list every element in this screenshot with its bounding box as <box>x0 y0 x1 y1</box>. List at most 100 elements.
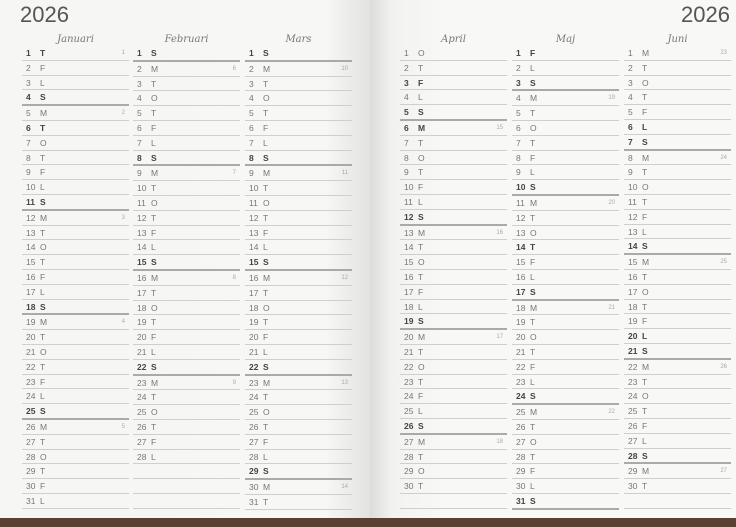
day-row[interactable]: 22 M 26 <box>624 360 731 375</box>
day-row[interactable]: 11 T <box>624 195 731 210</box>
day-row[interactable]: 20 F <box>245 330 352 345</box>
day-row[interactable]: 29 T <box>22 464 129 480</box>
day-row[interactable]: 9 M 11 <box>245 166 352 182</box>
day-row[interactable]: 15 M 25 <box>624 255 731 270</box>
day-row[interactable]: 11 O <box>245 196 352 211</box>
day-row[interactable]: 17 O <box>624 285 731 300</box>
day-row[interactable]: 10 S <box>512 180 619 196</box>
day-row[interactable]: 19 M 4 <box>22 315 129 331</box>
day-row[interactable]: 27 T <box>22 435 129 450</box>
day-row[interactable]: 21 O <box>22 345 129 360</box>
day-row[interactable]: 13 F <box>245 226 352 241</box>
day-row[interactable]: 28 O <box>22 450 129 465</box>
day-row[interactable]: 15 S <box>133 255 240 271</box>
day-row[interactable]: 16 F <box>22 270 129 285</box>
day-row[interactable]: 24 S <box>512 389 619 406</box>
day-row[interactable]: 12 T <box>133 211 240 226</box>
day-row[interactable]: 17 S <box>512 285 619 301</box>
day-row[interactable]: 25 M 22 <box>512 405 619 420</box>
day-row[interactable]: 15 T <box>22 255 129 270</box>
day-row[interactable]: 14 L <box>133 240 240 256</box>
day-row[interactable]: 25 O <box>245 405 352 420</box>
day-row[interactable]: 26 T <box>245 420 352 435</box>
day-row[interactable]: 16 L <box>512 270 619 285</box>
day-row[interactable]: 24 O <box>624 389 731 405</box>
day-row[interactable]: 13 L <box>624 225 731 240</box>
day-row[interactable]: 21 L <box>245 345 352 360</box>
day-row[interactable]: 26 T <box>133 420 240 435</box>
day-row[interactable] <box>133 479 240 494</box>
day-row[interactable]: 22 F <box>512 360 619 375</box>
day-row[interactable]: 14 T <box>512 240 619 256</box>
day-row[interactable]: 15 S <box>245 255 352 271</box>
day-row[interactable]: 29 M 27 <box>624 464 731 480</box>
day-row[interactable]: 13 T <box>22 226 129 241</box>
day-row[interactable]: 18 T <box>624 300 731 315</box>
day-row[interactable]: 24 T <box>133 390 240 406</box>
day-row[interactable]: 13 M 16 <box>400 226 507 241</box>
day-row[interactable]: 30 M 14 <box>245 480 352 495</box>
day-row[interactable]: 29 O <box>400 464 507 480</box>
day-row[interactable]: 28 L <box>133 450 240 465</box>
day-row[interactable]: 30 F <box>22 479 129 494</box>
day-row[interactable]: 30 L <box>512 479 619 494</box>
day-row[interactable]: 24 T <box>245 390 352 406</box>
day-row[interactable]: 12 T <box>512 211 619 226</box>
day-row[interactable]: 13 F <box>133 226 240 241</box>
day-row[interactable]: 13 O <box>512 226 619 241</box>
day-row[interactable]: 16 T <box>400 270 507 285</box>
day-row[interactable]: 22 O <box>400 360 507 375</box>
day-row[interactable]: 8 M 24 <box>624 151 731 166</box>
day-row[interactable]: 23 T <box>400 375 507 390</box>
day-row[interactable]: 10 T <box>133 181 240 196</box>
day-row[interactable]: 14 O <box>22 240 129 256</box>
day-row[interactable] <box>400 494 507 509</box>
day-row[interactable]: 23 T <box>624 375 731 390</box>
day-row[interactable]: 30 T <box>400 479 507 494</box>
day-row[interactable]: 27 L <box>624 434 731 449</box>
day-row[interactable]: 26 S <box>400 419 507 435</box>
day-row[interactable]: 6 M 15 <box>400 121 507 136</box>
day-row[interactable]: 20 T <box>22 330 129 345</box>
day-row[interactable]: 16 M 12 <box>245 271 352 286</box>
day-row[interactable]: 21 T <box>512 345 619 360</box>
day-row[interactable]: 23 M 13 <box>245 376 352 391</box>
day-row[interactable]: 20 L <box>624 329 731 344</box>
day-row[interactable]: 14 T <box>400 240 507 256</box>
day-row[interactable] <box>133 494 240 509</box>
day-row[interactable]: 16 M 8 <box>133 271 240 286</box>
day-row[interactable]: 28 S <box>624 449 731 465</box>
day-row[interactable]: 22 S <box>133 360 240 376</box>
day-row[interactable]: 26 F <box>624 419 731 434</box>
day-row[interactable]: 17 T <box>245 286 352 301</box>
day-row[interactable]: 19 S <box>400 314 507 331</box>
